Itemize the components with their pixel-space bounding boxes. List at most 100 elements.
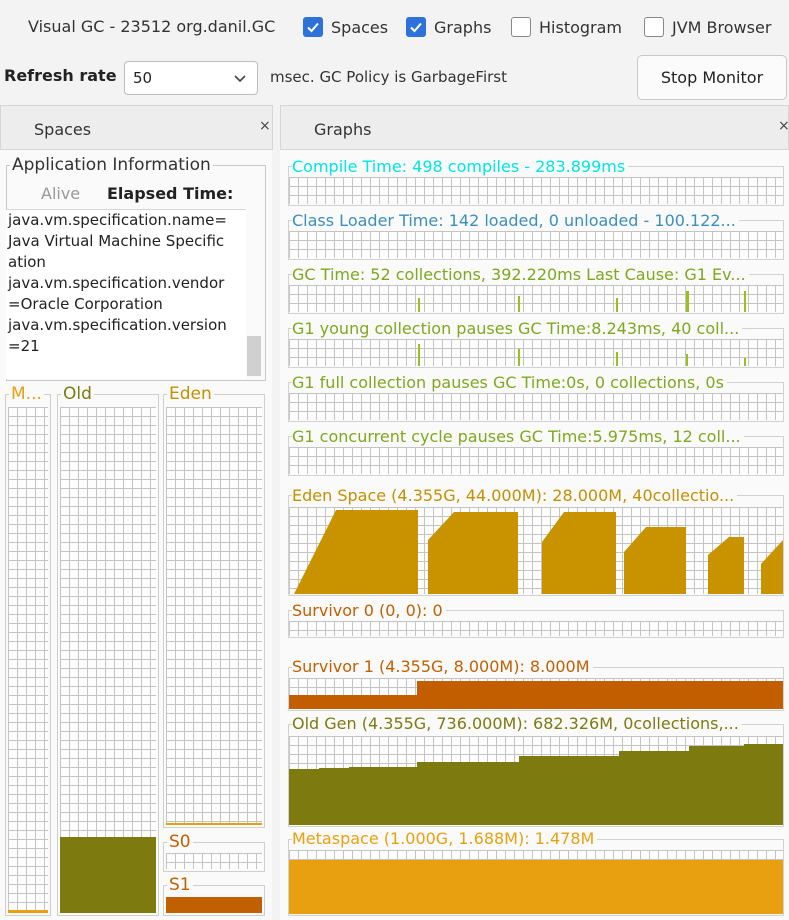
spaces-checkbox[interactable]: Spaces [303, 17, 388, 37]
property-line: Java Virtual Machine Specific [8, 232, 225, 250]
property-line: =21 [8, 337, 40, 355]
survivor0-title: Survivor 0 (0, 0): 0 [292, 601, 446, 620]
s1-column [163, 885, 265, 916]
survivor1-plot [289, 681, 783, 709]
class-loader-time-title: Class Loader Time: 142 loaded, 0 unloade… [292, 211, 739, 230]
g1-young-pauses-plot [418, 344, 746, 366]
eden-fill [166, 823, 262, 825]
old-gen-title: Old Gen (4.355G, 736.000M): 682.326M, 0c… [292, 714, 742, 733]
graphs-panel-tab[interactable]: Graphs × [280, 105, 789, 150]
g1-young-pauses-chart [289, 339, 783, 366]
gc-time-chart [289, 285, 783, 312]
property-line: ation [8, 253, 46, 271]
close-icon[interactable]: × [259, 118, 271, 134]
eden-space-chart [289, 507, 783, 594]
histogram-checkbox[interactable]: Histogram [511, 17, 622, 37]
g1-young-pauses-title: G1 young collection pauses GC Time:8.243… [292, 319, 743, 338]
s0-space-grid [166, 853, 262, 869]
jvm-browser-checkbox-label: JVM Browser [672, 17, 772, 37]
survivor1-chart [289, 678, 783, 709]
close-icon[interactable]: × [778, 118, 789, 134]
metaspace-chart [289, 850, 783, 914]
checkbox-unchecked-icon[interactable] [511, 17, 531, 37]
old-gen-usage-area [289, 744, 783, 825]
survivor0-frame [288, 610, 784, 638]
survivor0-chart [289, 621, 783, 636]
class-loader-time-chart [289, 231, 783, 258]
old-column [57, 394, 159, 916]
gc-spike [418, 298, 420, 312]
application-info-title: Application Information [10, 155, 213, 175]
young-pause-spike [616, 352, 618, 366]
chevron-down-icon [233, 71, 247, 89]
properties-text-area[interactable]: java.vm.specification.name= Java Virtual… [6, 209, 246, 379]
g1-concurrent-pauses-chart [289, 447, 783, 474]
young-pause-spike [518, 349, 520, 366]
refresh-rate-value: 50 [133, 69, 153, 87]
compile-time-chart [289, 177, 783, 204]
eden-usage-area [294, 510, 783, 594]
s1-column-label: S1 [167, 875, 193, 895]
class-loader-time-plot [289, 231, 783, 258]
metaspace-space-grid [8, 407, 48, 913]
checkbox-checked-icon[interactable] [303, 17, 323, 37]
gc-time-plot [418, 291, 746, 312]
gc-policy-text: msec. GC Policy is GarbageFirst [270, 68, 507, 86]
survivor1-usage-area [289, 681, 783, 709]
old-gen-chart [289, 736, 783, 825]
s0-column-label: S0 [167, 832, 193, 852]
old-column-label: Old [61, 384, 94, 404]
refresh-rate-label: Refresh rate [4, 66, 117, 85]
spaces-checkbox-label: Spaces [331, 17, 389, 37]
compile-time-plot [289, 177, 783, 204]
histogram-checkbox-label: Histogram [539, 17, 622, 37]
graphs-checkbox-label: Graphs [434, 17, 492, 37]
property-line: java.vm.specification.vendor [8, 274, 225, 292]
window-title: Visual GC - 23512 org.danil.GC [28, 17, 276, 36]
checkbox-checked-icon[interactable] [406, 17, 426, 37]
jvm-browser-checkbox[interactable]: JVM Browser [644, 17, 771, 37]
young-pause-spike [418, 344, 420, 366]
metaspace-column-label: M... [9, 384, 44, 404]
s1-space-grid [166, 897, 262, 913]
compile-time-title: Compile Time: 498 compiles - 283.899ms [292, 157, 629, 176]
eden-column-label: Eden [167, 384, 214, 404]
gc-spike [744, 291, 746, 312]
gc-spike [686, 291, 689, 312]
stop-monitor-button[interactable]: Stop Monitor [637, 55, 787, 100]
graphs-checkbox[interactable]: Graphs [406, 17, 491, 37]
g1-full-pauses-chart [289, 393, 783, 420]
metaspace-plot [289, 860, 783, 914]
young-pause-spike [686, 354, 688, 366]
survivor1-title: Survivor 1 (4.355G, 8.000M): 8.000M [292, 657, 593, 676]
checkbox-unchecked-icon[interactable] [644, 17, 664, 37]
g1-concurrent-pauses-title: G1 concurrent cycle pauses GC Time:5.975… [292, 427, 744, 446]
gc-time-title: GC Time: 52 collections, 392.220ms Last … [292, 265, 749, 284]
old-space-grid [60, 407, 156, 913]
spaces-panel-tab[interactable]: Spaces × [0, 105, 273, 150]
metaspace-title: Metaspace (1.000G, 1.688M): 1.478M [292, 829, 598, 848]
refresh-rate-select[interactable]: 50 [124, 61, 258, 95]
eden-space-title: Eden Space (4.355G, 44.000M): 28.000M, 4… [292, 486, 738, 505]
gc-spike [518, 296, 520, 312]
old-fill [60, 837, 156, 913]
property-line: =Oracle Corporation [8, 295, 163, 313]
metaspace-usage-area [289, 860, 783, 914]
property-line: java.vm.specification.name= [8, 211, 227, 229]
s1-fill [166, 897, 262, 913]
g1-full-pauses-plot [289, 393, 783, 420]
survivor0-plot [289, 621, 783, 636]
spaces-panel-title: Spaces [34, 120, 92, 139]
young-pause-spike [744, 358, 746, 366]
graphs-panel-title: Graphs [314, 120, 372, 139]
elapsed-time-label: Elapsed Time: [107, 184, 234, 203]
alive-label: Alive [41, 184, 81, 203]
gc-spike [616, 298, 618, 312]
s0-column [163, 842, 265, 872]
g1-concurrent-pauses-plot [289, 447, 783, 474]
eden-space-plot [294, 510, 783, 594]
metaspace-fill [8, 910, 48, 913]
properties-scrollbar[interactable] [247, 336, 261, 376]
property-line: java.vm.specification.version [8, 316, 227, 334]
eden-column [163, 394, 265, 828]
